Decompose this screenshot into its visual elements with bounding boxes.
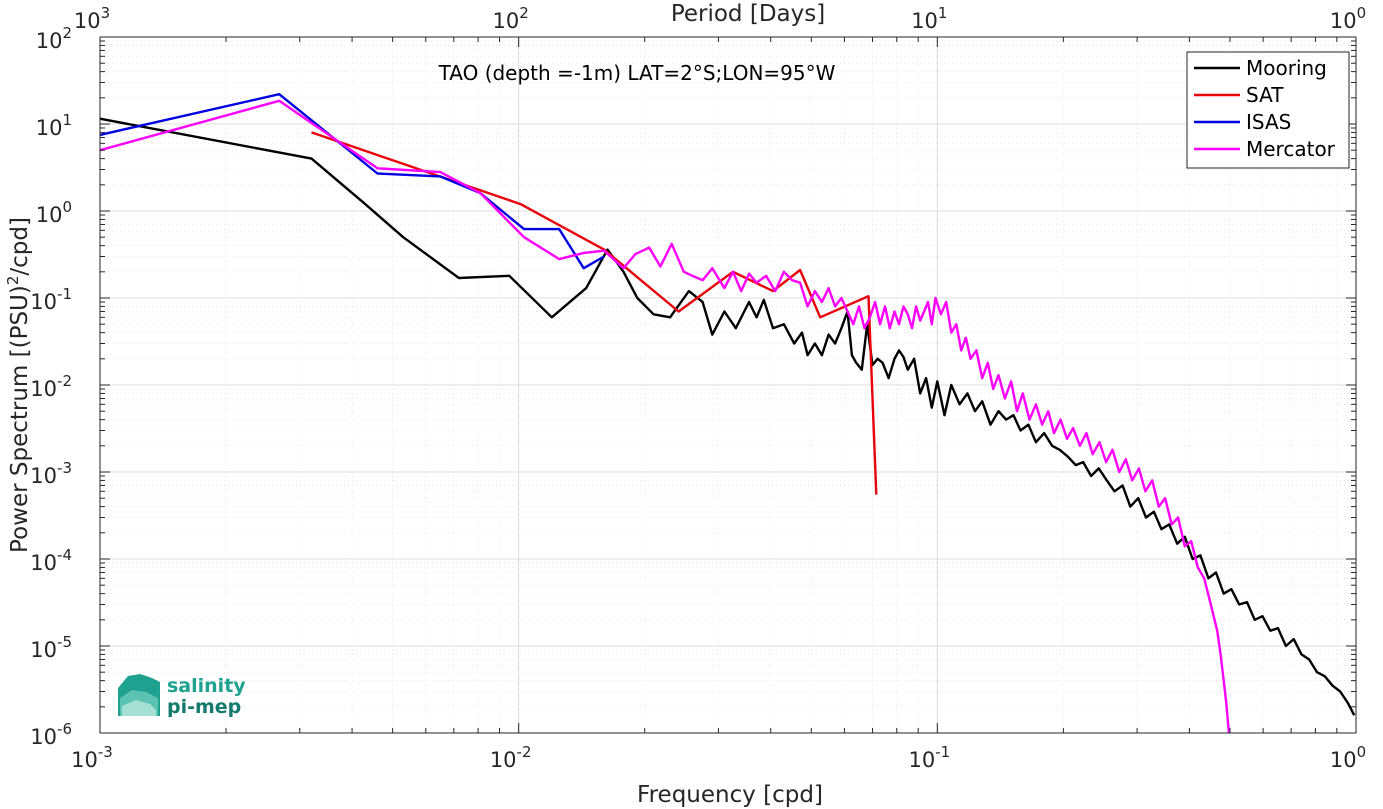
legend: Mooring SAT ISAS Mercator bbox=[1186, 51, 1350, 169]
top-tick-label: 103 bbox=[74, 4, 110, 33]
x-axis-title: Frequency [cpd] bbox=[637, 782, 823, 808]
y-axis-title-main: Power Spectrum [(PSU) bbox=[7, 285, 33, 553]
x-tick-label-base: 10 bbox=[71, 748, 98, 772]
x-tick-label-base: 10 bbox=[908, 748, 935, 772]
y-axis-title-sup: 2 bbox=[4, 276, 22, 286]
series-line-mooring bbox=[99, 117, 1356, 716]
x-tick-label-base: 10 bbox=[1330, 748, 1357, 772]
y-tick-label: 10-2 bbox=[30, 372, 72, 401]
y-tick-label-base: 10 bbox=[30, 377, 57, 401]
y-tick-label-exp: -1 bbox=[57, 285, 72, 303]
y-tick-label-base: 10 bbox=[36, 116, 63, 140]
top-tick-label-exp: 1 bbox=[938, 4, 948, 22]
salinity-pi-mep-logo: salinity pi-mep bbox=[118, 674, 246, 718]
y-tick-label-base: 10 bbox=[36, 203, 63, 227]
series-layer bbox=[99, 93, 1356, 734]
y-tick-label-exp: 2 bbox=[62, 24, 72, 42]
top-tick-label-exp: 2 bbox=[519, 4, 529, 22]
logo-waves-icon bbox=[118, 674, 160, 716]
top-axis-title: Period [Days] bbox=[671, 1, 825, 27]
y-axis-title: Power Spectrum [(PSU)2/cpd] bbox=[4, 217, 33, 553]
y-tick-label-base: 10 bbox=[30, 551, 57, 575]
y-tick-label: 10-5 bbox=[30, 633, 72, 662]
x-tick-label: 10-1 bbox=[908, 743, 950, 772]
legend-label-sat: SAT bbox=[1246, 83, 1284, 107]
top-tick-label-base: 10 bbox=[74, 9, 101, 33]
top-tick-label-exp: 0 bbox=[1357, 4, 1367, 22]
y-axis-title-tail: /cpd] bbox=[7, 217, 33, 276]
y-tick-label: 101 bbox=[36, 111, 72, 140]
y-tick-label-exp: 0 bbox=[62, 198, 72, 216]
x-tick-label: 10-2 bbox=[490, 743, 532, 772]
x-tick-label-exp: 0 bbox=[1357, 743, 1367, 761]
y-tick-label-exp: -5 bbox=[57, 633, 72, 651]
y-tick-label-exp: -4 bbox=[57, 546, 72, 564]
top-tick-label-base: 10 bbox=[493, 9, 520, 33]
y-tick-label-exp: 1 bbox=[62, 111, 72, 129]
x-tick-label-exp: -1 bbox=[935, 743, 950, 761]
legend-label-mooring: Mooring bbox=[1246, 56, 1327, 80]
logo-text-salinity: salinity bbox=[167, 675, 246, 697]
y-tick-label-base: 10 bbox=[30, 638, 57, 662]
y-tick-label: 10-1 bbox=[30, 285, 72, 314]
ticks-layer bbox=[99, 36, 1357, 734]
legend-label-mercator: Mercator bbox=[1246, 137, 1336, 161]
y-tick-label-base: 10 bbox=[30, 290, 57, 314]
y-tick-label-exp: -2 bbox=[57, 372, 72, 390]
legend-label-isas: ISAS bbox=[1246, 110, 1291, 134]
top-tick-label-base: 10 bbox=[911, 9, 938, 33]
top-tick-label-base: 10 bbox=[1330, 9, 1357, 33]
y-tick-label-base: 10 bbox=[30, 464, 57, 488]
top-tick-label-exp: 3 bbox=[101, 4, 111, 22]
y-tick-label: 102 bbox=[36, 24, 72, 53]
y-tick-label-exp: -6 bbox=[57, 720, 72, 738]
top-tick-label: 101 bbox=[911, 4, 947, 33]
x-tick-label-exp: -3 bbox=[98, 743, 113, 761]
x-tick-label-exp: -2 bbox=[517, 743, 532, 761]
x-tick-label: 100 bbox=[1330, 743, 1366, 772]
chart-title: TAO (depth =-1m) LAT=2°S;LON=95°W bbox=[438, 61, 836, 85]
y-tick-label-base: 10 bbox=[30, 725, 57, 749]
x-tick-label: 10-3 bbox=[71, 743, 113, 772]
series-line-mercator bbox=[99, 99, 1231, 734]
y-tick-label: 10-3 bbox=[30, 459, 72, 488]
y-tick-label-exp: -3 bbox=[57, 459, 72, 477]
y-tick-label: 10-4 bbox=[30, 546, 72, 575]
top-tick-label: 102 bbox=[493, 4, 529, 33]
y-tick-label: 10-6 bbox=[30, 720, 72, 749]
y-tick-label: 100 bbox=[36, 198, 72, 227]
y-tick-label-base: 10 bbox=[36, 29, 63, 53]
x-tick-label-base: 10 bbox=[490, 748, 517, 772]
top-tick-label: 100 bbox=[1330, 4, 1366, 33]
logo-text-pimep: pi-mep bbox=[167, 696, 241, 718]
